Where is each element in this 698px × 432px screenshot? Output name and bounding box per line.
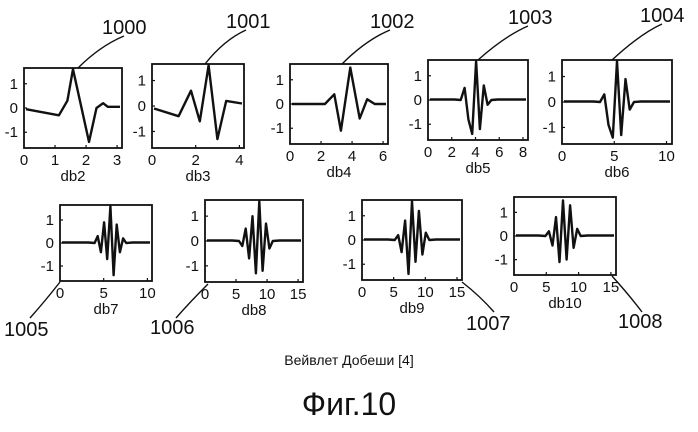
waveform-db10 xyxy=(516,201,614,263)
y-tick-label: 1 xyxy=(548,69,556,86)
y-tick-label: 1 xyxy=(276,72,284,89)
y-tick-label: 0 xyxy=(191,233,199,250)
waveform-db9 xyxy=(364,201,460,274)
x-tick-label: 15 xyxy=(290,286,307,303)
ref-number-1008: 1008 xyxy=(618,311,663,333)
y-tick-label: -1 xyxy=(5,124,18,141)
y-tick-label: 0 xyxy=(500,228,508,245)
x-tick-label: 2 xyxy=(82,152,90,169)
x-tick-label: 0 xyxy=(56,285,64,302)
waveform-db6 xyxy=(564,61,670,137)
panel-label-db5: db5 xyxy=(465,160,490,177)
x-tick-label: 4 xyxy=(348,148,356,165)
leader-line-1003 xyxy=(478,26,528,60)
x-tick-label: 5 xyxy=(389,284,397,301)
panel-label-db6: db6 xyxy=(604,164,629,181)
x-tick-label: 5 xyxy=(610,148,618,165)
y-tick-label: -1 xyxy=(41,258,54,275)
panel-label-db4: db4 xyxy=(326,164,351,181)
panel-label-db8: db8 xyxy=(241,302,266,319)
waveform-db2 xyxy=(26,69,120,142)
x-tick-label: 2 xyxy=(317,148,325,165)
plot-frame-db2 xyxy=(24,68,122,148)
x-tick-label: 10 xyxy=(658,148,675,165)
leader-line-1007 xyxy=(462,282,494,312)
plot-frame-db3 xyxy=(152,64,244,148)
x-tick-label: 5 xyxy=(232,286,240,303)
x-tick-label: 10 xyxy=(417,284,434,301)
x-tick-label: 10 xyxy=(570,279,587,296)
y-tick-label: 1 xyxy=(414,68,422,85)
figure-label: Фиг.10 xyxy=(0,386,698,423)
x-tick-label: 0 xyxy=(201,286,209,303)
waveform-db8 xyxy=(207,201,301,273)
y-tick-label: 1 xyxy=(191,208,199,225)
leader-line-1004 xyxy=(612,24,662,60)
panel-label-db10: db10 xyxy=(548,295,581,312)
panel-label-db3: db3 xyxy=(185,168,210,185)
y-tick-label: -1 xyxy=(543,119,556,136)
y-tick-label: -1 xyxy=(409,116,422,133)
x-tick-label: 10 xyxy=(259,286,276,303)
waveform-db7 xyxy=(62,206,150,275)
ref-number-1004: 1004 xyxy=(640,5,685,27)
x-tick-label: 0 xyxy=(558,148,566,165)
x-tick-label: 5 xyxy=(542,279,550,296)
y-tick-label: 1 xyxy=(500,204,508,221)
y-tick-label: 0 xyxy=(414,92,422,109)
ref-number-1007: 1007 xyxy=(466,313,511,335)
y-tick-label: 1 xyxy=(348,208,356,225)
x-tick-label: 6 xyxy=(495,144,503,161)
leader-line-1001 xyxy=(205,30,246,64)
y-tick-label: -1 xyxy=(495,252,508,269)
waveform-db4 xyxy=(292,68,386,131)
ref-number-1006: 1006 xyxy=(150,317,195,339)
ref-number-1003: 1003 xyxy=(508,7,553,29)
ref-number-1000: 1000 xyxy=(102,17,147,39)
y-tick-label: 0 xyxy=(10,100,18,117)
x-tick-label: 4 xyxy=(471,144,479,161)
y-tick-label: 1 xyxy=(138,73,146,90)
x-tick-label: 0 xyxy=(424,144,432,161)
ref-number-1002: 1002 xyxy=(370,11,415,33)
figure-caption: Вейвлет Добеши [4] xyxy=(0,352,698,368)
leader-line-1002 xyxy=(342,30,390,64)
y-tick-label: 0 xyxy=(276,96,284,113)
y-tick-label: -1 xyxy=(133,123,146,140)
y-tick-label: -1 xyxy=(186,258,199,275)
x-tick-label: 1 xyxy=(51,152,59,169)
x-tick-label: 3 xyxy=(113,152,121,169)
panel-label-db2: db2 xyxy=(60,168,85,185)
panel-label-db7: db7 xyxy=(93,301,118,318)
leader-line-1000 xyxy=(78,36,124,68)
x-tick-label: 2 xyxy=(448,144,456,161)
y-tick-label: 0 xyxy=(348,232,356,249)
x-tick-label: 6 xyxy=(379,148,387,165)
y-tick-label: -1 xyxy=(271,120,284,137)
y-tick-label: 0 xyxy=(548,94,556,111)
x-tick-label: 4 xyxy=(235,152,243,169)
panel-label-db9: db9 xyxy=(399,300,424,317)
waveform-db3 xyxy=(154,65,242,139)
y-tick-label: 1 xyxy=(46,212,54,229)
x-tick-label: 0 xyxy=(148,152,156,169)
x-tick-label: 10 xyxy=(139,285,156,302)
y-tick-label: 1 xyxy=(10,76,18,93)
y-tick-label: 0 xyxy=(138,98,146,115)
x-tick-label: 2 xyxy=(192,152,200,169)
ref-number-1005: 1005 xyxy=(4,319,49,341)
y-tick-label: -1 xyxy=(343,256,356,273)
x-tick-label: 0 xyxy=(510,279,518,296)
x-tick-label: 0 xyxy=(286,148,294,165)
x-tick-label: 0 xyxy=(358,284,366,301)
waveform-db5 xyxy=(430,61,526,134)
x-tick-label: 0 xyxy=(20,152,28,169)
x-tick-label: 5 xyxy=(100,285,108,302)
y-tick-label: 0 xyxy=(46,235,54,252)
x-tick-label: 8 xyxy=(519,144,527,161)
x-tick-label: 15 xyxy=(449,284,466,301)
ref-number-1001: 1001 xyxy=(226,11,271,33)
